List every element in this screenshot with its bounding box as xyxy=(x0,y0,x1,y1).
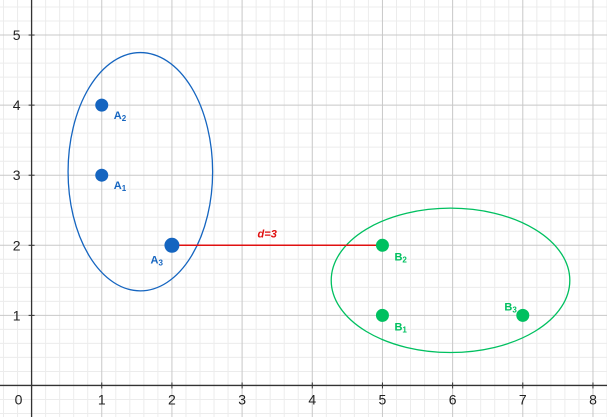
point-b1[interactable] xyxy=(375,308,389,322)
point-label-index: 2 xyxy=(402,255,407,264)
point-label-index: 3 xyxy=(158,258,163,267)
point-label-letter: A xyxy=(114,110,122,122)
point-label-a1: A1 xyxy=(114,180,127,193)
y-tick-label: 5 xyxy=(13,27,21,43)
point-a3[interactable] xyxy=(164,237,180,253)
point-a2[interactable] xyxy=(95,98,109,112)
point-label-letter: A xyxy=(151,254,159,266)
point-label-b2: B2 xyxy=(394,251,407,264)
x-tick-label: 0 xyxy=(15,391,23,407)
y-tick-label: 2 xyxy=(13,237,21,253)
cluster-ellipses xyxy=(67,51,571,354)
x-tick-label: 6 xyxy=(449,391,457,407)
point-label-index: 3 xyxy=(512,305,517,314)
y-tick-label: 1 xyxy=(13,307,21,323)
x-tick-label: 4 xyxy=(308,391,316,407)
point-label-index: 1 xyxy=(402,325,407,334)
distance-label: d=3 xyxy=(258,228,277,240)
x-tick-label: 8 xyxy=(589,391,597,407)
cluster-a-ellipse[interactable] xyxy=(67,51,214,292)
point-label-a2: A2 xyxy=(114,110,127,123)
point-label-b1: B1 xyxy=(394,321,407,334)
point-label-letter: B xyxy=(504,301,512,313)
point-label-letter: B xyxy=(394,321,402,333)
point-label-index: 2 xyxy=(122,114,127,123)
y-tick-label: 3 xyxy=(13,167,21,183)
point-b3[interactable] xyxy=(516,308,530,322)
x-tick-label: 7 xyxy=(519,391,527,407)
point-a1[interactable] xyxy=(95,168,109,182)
cluster-b-ellipse[interactable] xyxy=(330,207,571,354)
x-tick-label: 3 xyxy=(238,391,246,407)
point-label-b3: B3 xyxy=(504,301,517,314)
point-label-a3: A3 xyxy=(151,254,164,267)
x-tick-label: 5 xyxy=(379,391,387,407)
x-axis-tick-labels: 0 1 2 3 4 5 6 7 8 xyxy=(15,391,597,407)
point-label-index: 1 xyxy=(122,184,127,193)
point-b2[interactable] xyxy=(375,238,389,252)
y-axis-tick-labels: 1 2 3 4 5 xyxy=(13,27,21,323)
x-tick-label: 2 xyxy=(168,391,176,407)
y-tick-label: 4 xyxy=(13,97,21,113)
x-tick-label: 1 xyxy=(98,391,106,407)
distance-segment-group: d=3 xyxy=(171,228,383,247)
point-label-letter: B xyxy=(394,251,402,263)
point-label-letter: A xyxy=(114,180,122,192)
